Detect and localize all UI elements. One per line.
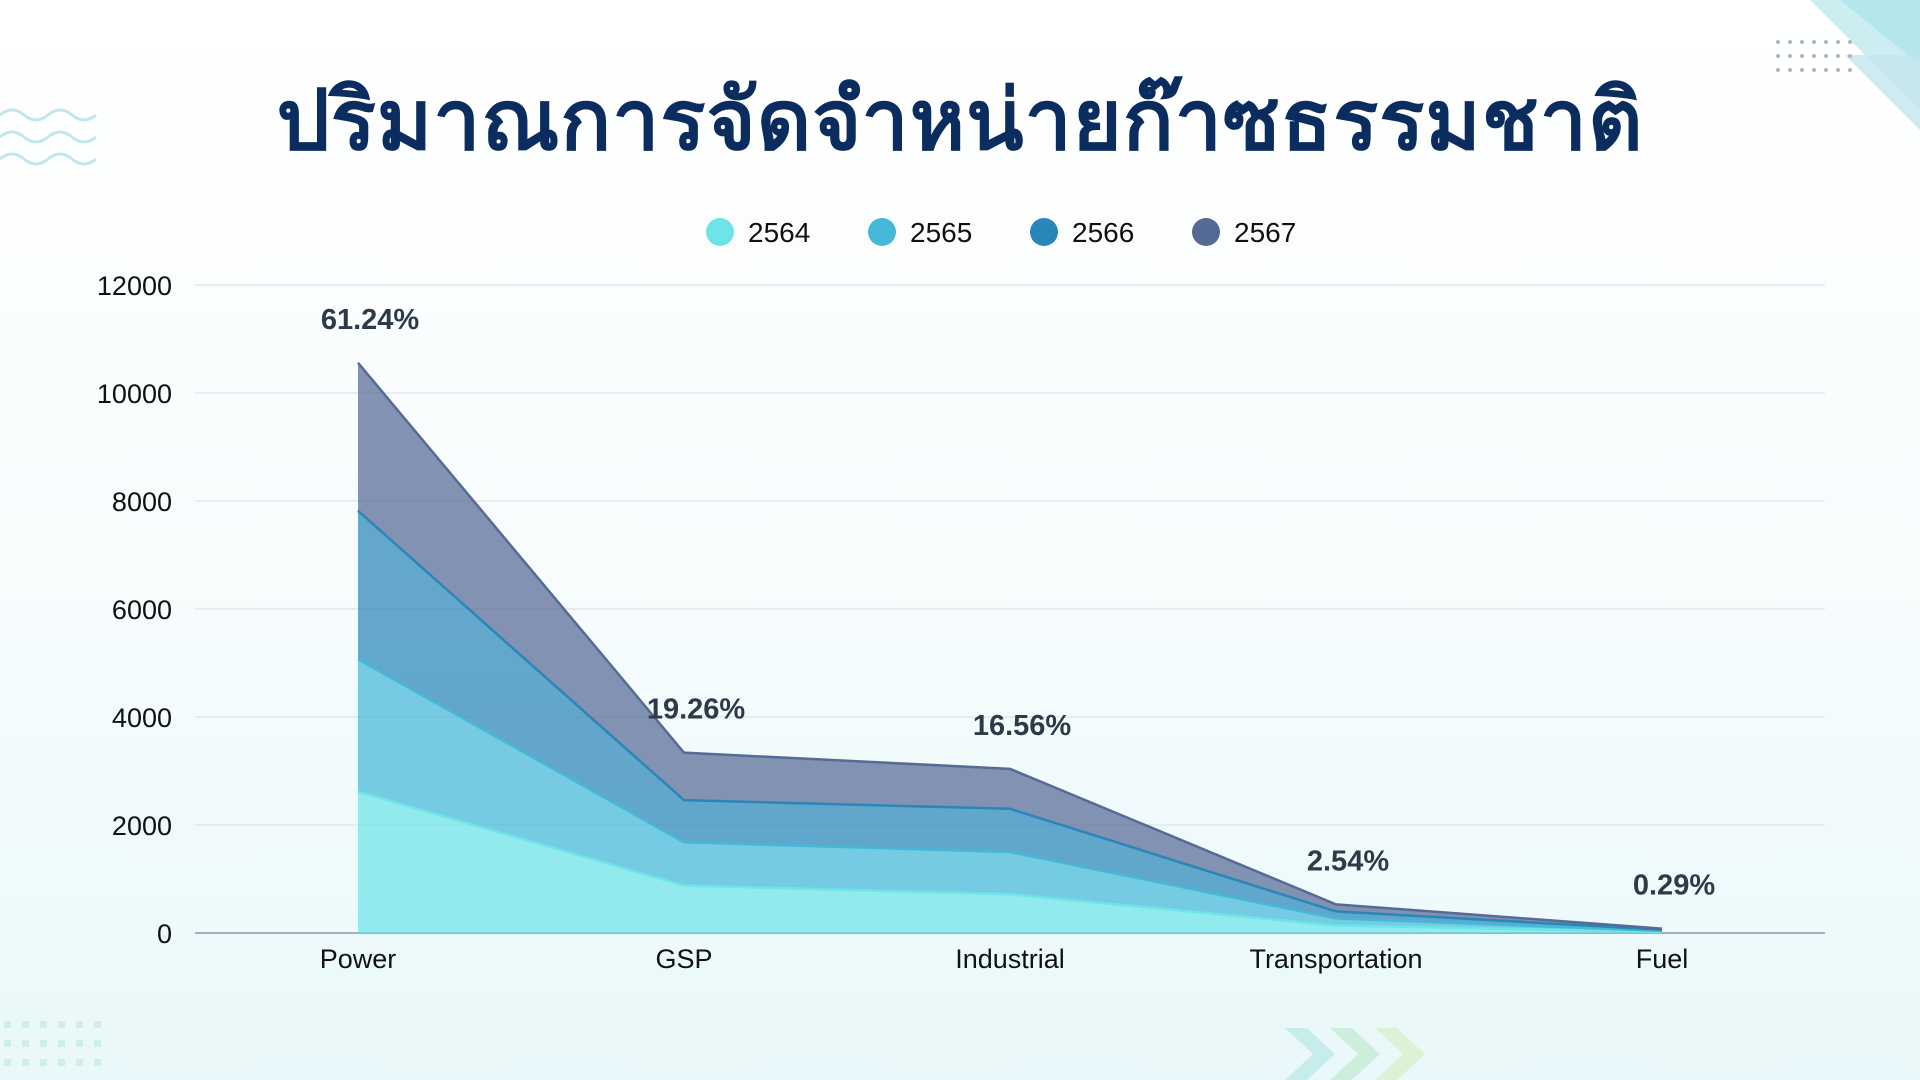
area-series-2566 xyxy=(358,510,1662,931)
data-label: 16.56% xyxy=(973,710,1072,742)
data-label: 2.54% xyxy=(1307,845,1389,877)
legend-swatch xyxy=(868,218,896,246)
legend-label: 2565 xyxy=(910,217,972,248)
area-series-2567 xyxy=(358,362,1662,930)
legend-item-2567: 2567 xyxy=(1192,217,1296,248)
data-label: 19.26% xyxy=(647,694,746,726)
x-tick-label: GSP xyxy=(655,944,712,974)
legend-item-2566: 2566 xyxy=(1030,217,1134,248)
y-tick-label: 4000 xyxy=(112,703,172,733)
x-tick-label: Industrial xyxy=(955,944,1065,974)
series-line-2566 xyxy=(357,509,1663,932)
y-tick-label: 10000 xyxy=(97,379,172,409)
legend-label: 2566 xyxy=(1072,217,1134,248)
data-label: 61.24% xyxy=(321,304,420,336)
triangle-decoration-icon xyxy=(1776,0,1920,130)
page-title: ปริมาณการจัดจำหน่ายก๊าซธรรมชาติ xyxy=(276,71,1644,169)
legend-label: 2567 xyxy=(1234,217,1296,248)
series-line-2565 xyxy=(357,658,1663,933)
legend-item-2564: 2564 xyxy=(706,217,810,248)
series-line-2567 xyxy=(357,361,1663,930)
series-line-2564 xyxy=(357,790,1663,934)
legend-label: 2564 xyxy=(748,217,810,248)
data-label: 0.29% xyxy=(1633,870,1715,902)
y-tick-label: 6000 xyxy=(112,595,172,625)
legend-swatch xyxy=(1192,218,1220,246)
chevron-decoration-icon xyxy=(1285,1028,1425,1080)
wave-decoration-icon xyxy=(0,108,97,166)
area-series-2564 xyxy=(358,791,1662,933)
x-tick-label: Power xyxy=(320,944,397,974)
legend-item-2565: 2565 xyxy=(868,217,972,248)
y-tick-label: 12000 xyxy=(97,271,172,301)
area-series-2565 xyxy=(358,659,1662,932)
y-tick-label: 0 xyxy=(157,919,172,949)
dots-decoration-icon xyxy=(4,1021,101,1066)
legend-swatch xyxy=(706,218,734,246)
x-tick-label: Transportation xyxy=(1249,944,1422,974)
legend-swatch xyxy=(1030,218,1058,246)
y-tick-label: 8000 xyxy=(112,487,172,517)
x-tick-label: Fuel xyxy=(1636,944,1689,974)
y-tick-label: 2000 xyxy=(112,811,172,841)
